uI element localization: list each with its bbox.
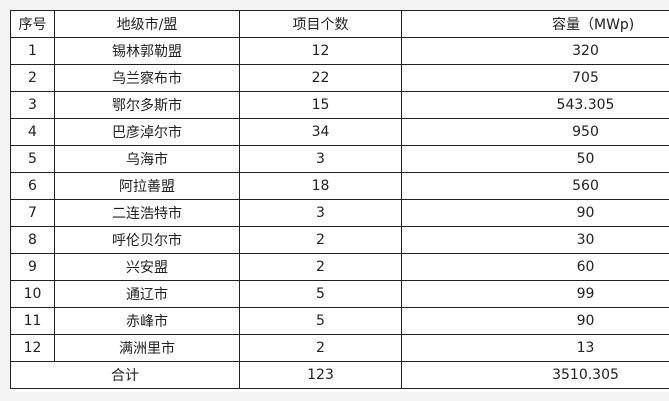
header-count: 项目个数: [239, 10, 402, 38]
cell-capacity: 950: [401, 118, 669, 146]
cell-index: 3: [10, 91, 55, 119]
cell-city: 巴彦淖尔市: [54, 118, 240, 146]
cell-capacity: 50: [401, 145, 669, 173]
table-row: 10 通辽市 5 99: [10, 280, 669, 308]
total-label: 合计: [10, 361, 240, 389]
cell-city: 兴安盟: [54, 253, 240, 281]
cell-index: 8: [10, 226, 55, 254]
cell-count: 2: [239, 253, 402, 281]
total-count: 123: [239, 361, 402, 389]
cell-index: 10: [10, 280, 55, 308]
capacity-table: 序号 地级市/盟 项目个数 容量（MWp) 1 锡林郭勒盟 12 320 2 乌兰察布市 2…: [10, 10, 669, 389]
cell-count: 2: [239, 226, 402, 254]
cell-city: 乌兰察布市: [54, 64, 240, 92]
cell-count: 12: [239, 37, 402, 65]
cell-capacity: 543.305: [401, 91, 669, 119]
table-row: 1 锡林郭勒盟 12 320: [10, 37, 669, 65]
table-row: 7 二连浩特市 3 90: [10, 199, 669, 227]
capacity-table-container: 序号 地级市/盟 项目个数 容量（MWp) 1 锡林郭勒盟 12 320 2 乌兰察布市 2…: [10, 10, 669, 392]
cell-capacity: 320: [401, 37, 669, 65]
table-row: 4 巴彦淖尔市 34 950: [10, 118, 669, 146]
total-row: 合计 123 3510.305: [10, 361, 669, 389]
cell-index: 2: [10, 64, 55, 92]
cell-count: 34: [239, 118, 402, 146]
cell-city: 赤峰市: [54, 307, 240, 335]
cell-capacity: 99: [401, 280, 669, 308]
cell-capacity: 90: [401, 307, 669, 335]
table-row: 5 乌海市 3 50: [10, 145, 669, 173]
table-row: 9 兴安盟 2 60: [10, 253, 669, 281]
cell-capacity: 560: [401, 172, 669, 200]
cell-count: 5: [239, 280, 402, 308]
cell-index: 5: [10, 145, 55, 173]
table-row: 12 满洲里市 2 13: [10, 334, 669, 362]
cell-city: 二连浩特市: [54, 199, 240, 227]
cell-city: 鄂尔多斯市: [54, 91, 240, 119]
cell-city: 锡林郭勒盟: [54, 37, 240, 65]
table-row: 6 阿拉善盟 18 560: [10, 172, 669, 200]
total-capacity: 3510.305: [401, 361, 669, 389]
table-row: 11 赤峰市 5 90: [10, 307, 669, 335]
cell-capacity: 90: [401, 199, 669, 227]
cell-city: 满洲里市: [54, 334, 240, 362]
cell-index: 12: [10, 334, 55, 362]
table-row: 3 鄂尔多斯市 15 543.305: [10, 91, 669, 119]
cell-capacity: 705: [401, 64, 669, 92]
cell-capacity: 13: [401, 334, 669, 362]
cell-index: 1: [10, 37, 55, 65]
cell-index: 9: [10, 253, 55, 281]
header-index: 序号: [10, 10, 55, 38]
cell-count: 22: [239, 64, 402, 92]
cell-index: 6: [10, 172, 55, 200]
cell-count: 2: [239, 334, 402, 362]
header-row: 序号 地级市/盟 项目个数 容量（MWp): [10, 10, 669, 38]
cell-count: 3: [239, 199, 402, 227]
cell-city: 通辽市: [54, 280, 240, 308]
cell-count: 18: [239, 172, 402, 200]
cell-capacity: 60: [401, 253, 669, 281]
cell-city: 乌海市: [54, 145, 240, 173]
table-row: 2 乌兰察布市 22 705: [10, 64, 669, 92]
table-row: 8 呼伦贝尔市 2 30: [10, 226, 669, 254]
cell-count: 15: [239, 91, 402, 119]
cell-index: 7: [10, 199, 55, 227]
cell-index: 11: [10, 307, 55, 335]
header-city: 地级市/盟: [54, 10, 240, 38]
header-capacity: 容量（MWp): [401, 10, 669, 38]
cell-city: 呼伦贝尔市: [54, 226, 240, 254]
cell-index: 4: [10, 118, 55, 146]
cell-capacity: 30: [401, 226, 669, 254]
cell-city: 阿拉善盟: [54, 172, 240, 200]
cell-count: 5: [239, 307, 402, 335]
cell-count: 3: [239, 145, 402, 173]
